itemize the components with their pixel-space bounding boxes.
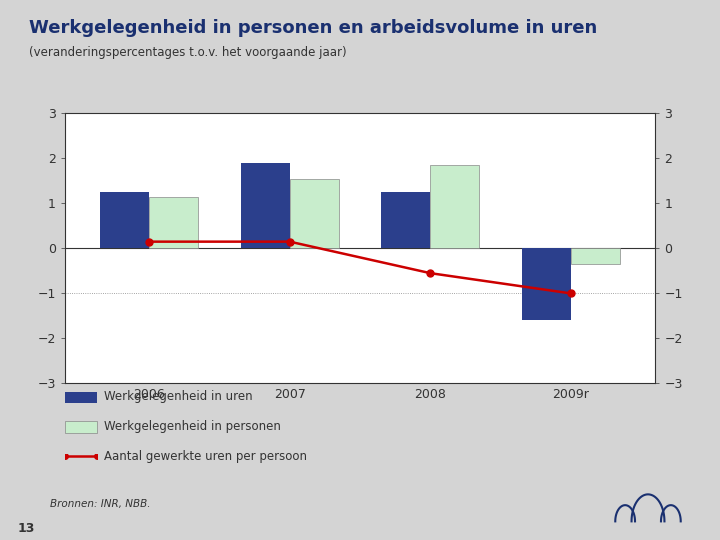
Text: Werkgelegenheid in personen en arbeidsvolume in uren: Werkgelegenheid in personen en arbeidsvo… [29,19,597,37]
Bar [240,163,289,248]
Bar [381,192,431,248]
Bar [289,179,339,248]
Text: Werkgelegenheid in uren: Werkgelegenheid in uren [104,390,253,403]
Bar [431,165,480,248]
Bar [149,197,198,248]
Text: Werkgelegenheid in personen: Werkgelegenheid in personen [104,420,282,433]
Text: Aantal gewerkte uren per persoon: Aantal gewerkte uren per persoon [104,450,307,463]
Text: Bronnen: INR, NBB.: Bronnen: INR, NBB. [50,500,151,510]
Bar [571,248,620,264]
Bar [522,248,571,320]
Text: (veranderingspercentages t.o.v. het voorgaande jaar): (veranderingspercentages t.o.v. het voor… [29,46,346,59]
Text: 13: 13 [18,522,35,535]
Bar [100,192,149,248]
